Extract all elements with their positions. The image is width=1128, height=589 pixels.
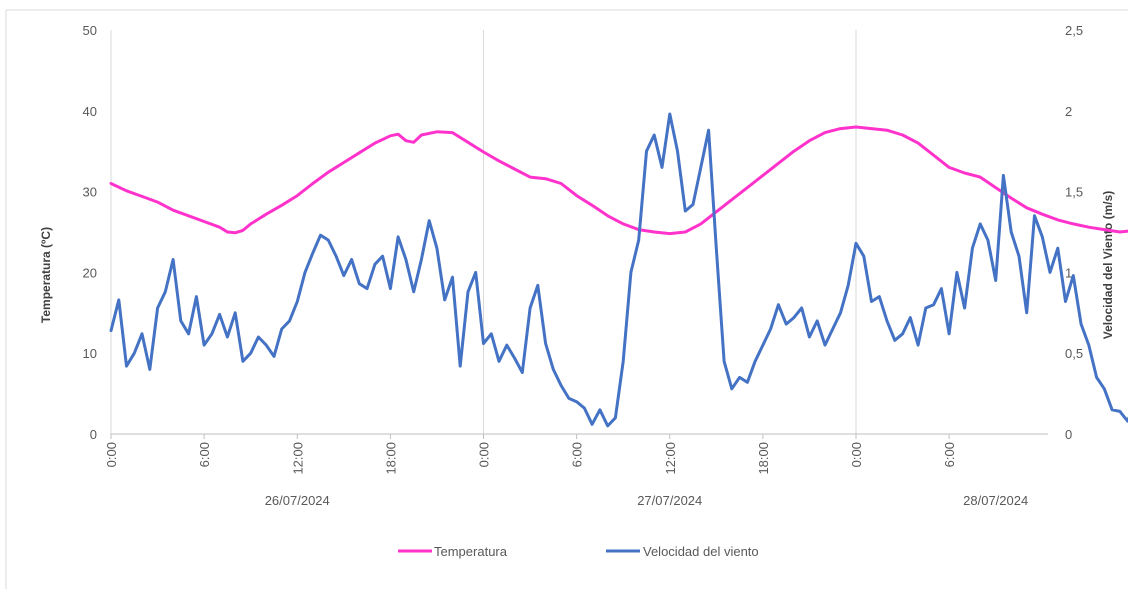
legend-label-velocidad: Velocidad del viento	[643, 544, 759, 559]
y-left-tick-label: 10	[83, 346, 97, 361]
x-day-label: 26/07/2024	[265, 493, 330, 508]
x-time-tick-label: 18:00	[756, 442, 771, 475]
x-time-tick-label: 6:00	[942, 442, 957, 467]
x-time-tick-label: 6:00	[570, 442, 585, 467]
legend-label-temperatura: Temperatura	[434, 544, 508, 559]
y-left-tick-label: 20	[83, 265, 97, 280]
y-right-tick-label: 2	[1065, 104, 1072, 119]
series-line-velocidad-viento	[109, 112, 1128, 428]
series-lines	[109, 112, 1128, 428]
left-axis-ticks: 0 10 20 30 40 50	[83, 23, 97, 442]
y-left-tick-label: 30	[83, 185, 97, 200]
y-left-tick-label: 50	[83, 23, 97, 38]
series-line-temperatura	[109, 125, 1128, 236]
x-time-tick-label: 12:00	[663, 442, 678, 475]
y-right-tick-label: 1,5	[1065, 185, 1083, 200]
x-day-label: 27/07/2024	[637, 493, 702, 508]
x-time-tick-label: 12:00	[290, 442, 305, 475]
x-time-tick-label: 0:00	[849, 442, 864, 467]
y-right-axis-title: Velocidad del Viento (m/s)	[1101, 191, 1115, 339]
y-right-tick-label: 1	[1065, 265, 1072, 280]
x-time-tick-label: 0:00	[477, 442, 492, 467]
y-right-tick-label: 0	[1065, 427, 1072, 442]
right-axis-ticks: 0 0,5 1 1,5 2 2,5	[1065, 23, 1083, 442]
y-right-tick-label: 2,5	[1065, 23, 1083, 38]
y-left-axis-title: Temperatura (ºC)	[39, 227, 53, 323]
x-axis-time-ticks: 0:00 6:00 12:00 18:00 0:00 6:00 12:00 18:00 0:00…	[104, 434, 957, 475]
x-day-label: 28/07/2024	[963, 493, 1028, 508]
x-time-tick-label: 6:00	[197, 442, 212, 467]
x-time-tick-label: 0:00	[104, 442, 119, 467]
legend: Temperatura Velocidad del viento	[398, 544, 759, 559]
y-left-tick-label: 40	[83, 104, 97, 119]
x-axis-day-labels: 26/07/2024 27/07/2024 28/07/2024	[265, 493, 1029, 508]
vertical-gridlines	[110, 30, 857, 434]
y-left-tick-label: 0	[90, 427, 97, 442]
y-right-tick-label: 0,5	[1065, 346, 1083, 361]
x-time-tick-label: 18:00	[383, 442, 398, 475]
